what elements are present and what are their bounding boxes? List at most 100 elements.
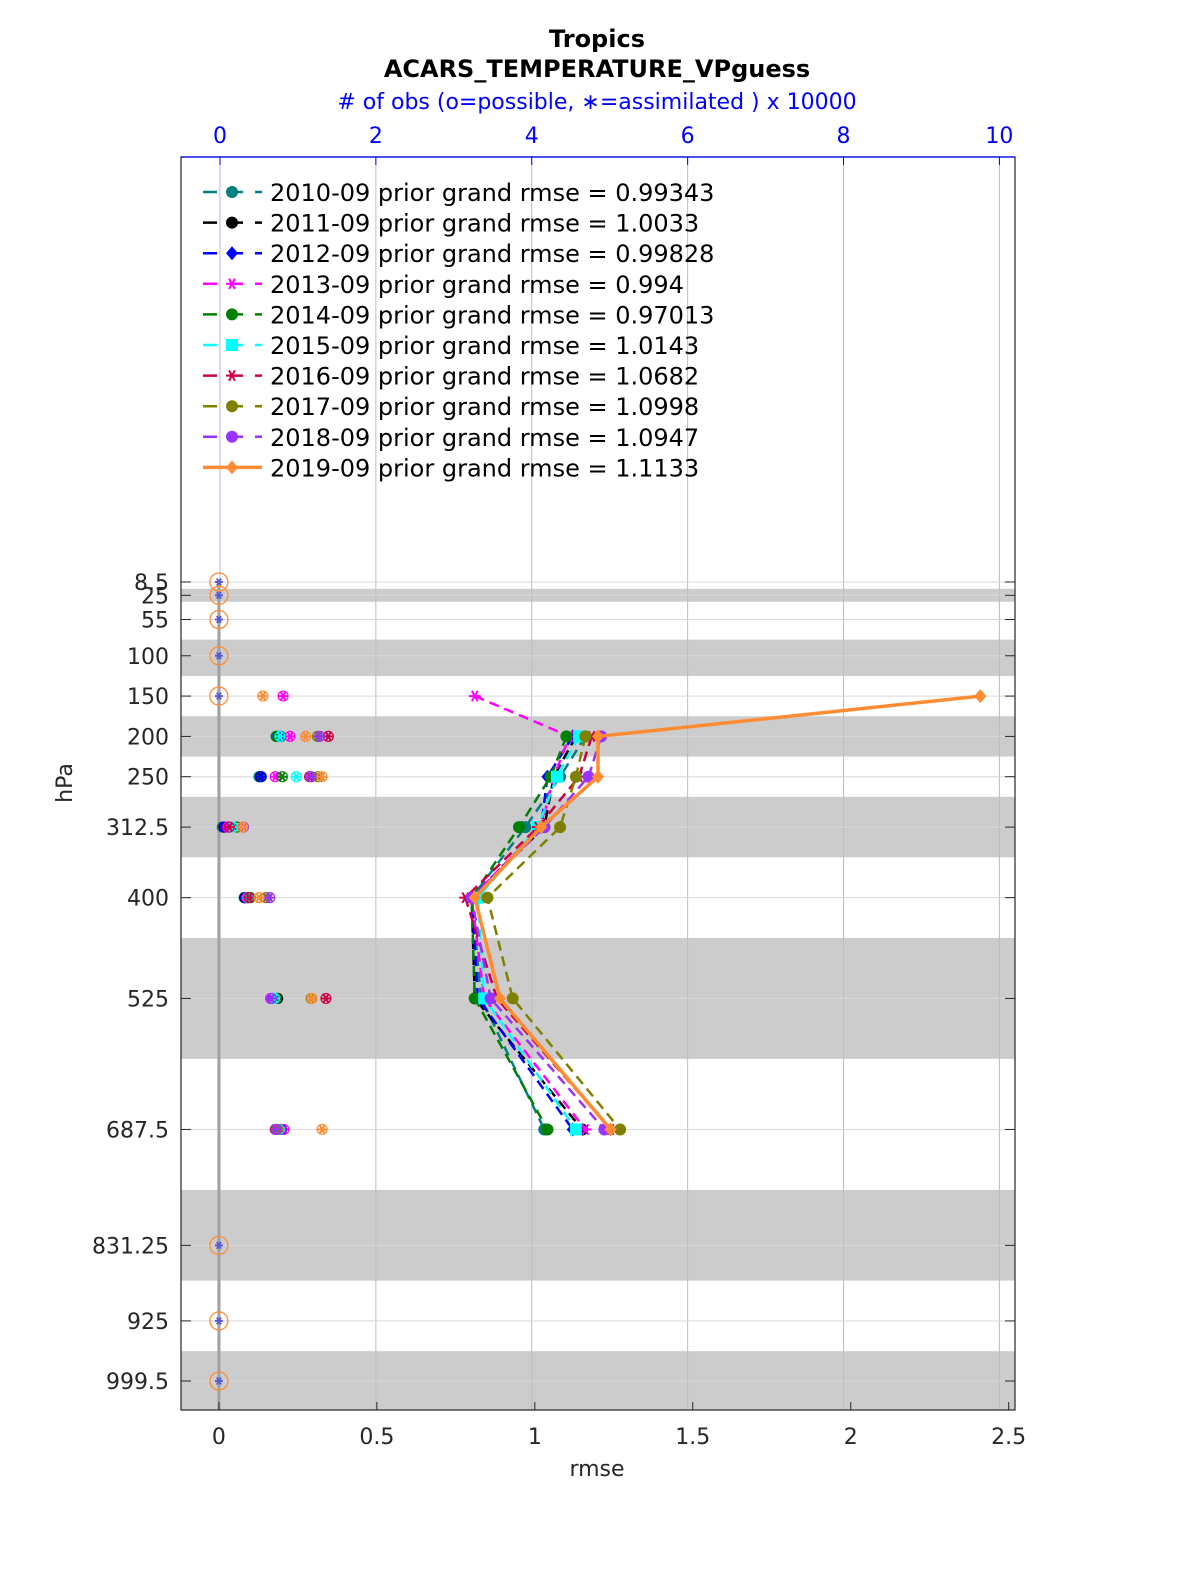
chart-title: Tropics — [549, 25, 645, 53]
obs-assimilated-6-2-arm — [225, 822, 233, 832]
rmse-point-5-1 — [550, 770, 563, 783]
obs-assimilated-5-1-arm — [292, 771, 300, 782]
top-tick-label-5: 10 — [985, 124, 1013, 149]
rmse-point-7-5 — [614, 1123, 627, 1136]
legend-marker-6-arm — [228, 369, 236, 382]
legend-label-3: 2013-09 prior grand rmse = 0.994 — [270, 271, 684, 299]
rmse-point-9-2 — [592, 769, 604, 784]
series-line-9 — [472, 694, 981, 1131]
legend-label-5: 2015-09 prior grand rmse = 1.0143 — [270, 332, 699, 360]
obs-assimilated-9-0-arm — [259, 691, 267, 701]
rmse-point-3-0-arm — [470, 690, 479, 702]
obs-assimilated-8-1 — [306, 771, 317, 782]
top-axis-label: # of obs (o=possible, ∗=assimilated ) x … — [337, 90, 856, 115]
top-tick-label-1: 2 — [369, 124, 383, 149]
obs-assimilated-6-2 — [224, 822, 235, 832]
rmse-point-9-6 — [604, 1122, 617, 1137]
zero-obs-circle-1 — [209, 585, 229, 605]
series-2 — [219, 729, 579, 1137]
y-tick-label-9: 525 — [127, 987, 169, 1012]
x-tick-label-0: 0 — [212, 1425, 226, 1450]
x-tick-label-5: 2.5 — [991, 1425, 1026, 1450]
obs-assimilated-6-0-arm — [324, 731, 332, 742]
obs-assimilated-9-6 — [317, 1124, 328, 1135]
rmse-point-3-6-arm — [581, 1123, 590, 1136]
series-9 — [236, 689, 987, 1137]
obs-assimilated-6-3 — [243, 892, 254, 903]
y-tick-label-2: 55 — [141, 608, 169, 633]
x-tick-label-1: 0.5 — [359, 1425, 394, 1450]
series-8 — [237, 730, 611, 1136]
rmse-point-7-3 — [481, 891, 494, 904]
legend-marker-9 — [226, 460, 238, 475]
y-tick-label-3: 100 — [127, 645, 169, 670]
series-line-8 — [470, 736, 606, 1131]
legend-entry-4: 2014-09 prior grand rmse = 0.97013 — [203, 301, 714, 329]
legend-marker-2 — [226, 246, 238, 261]
x-tick-label-4: 2 — [844, 1425, 858, 1450]
legend-marker-3-arm — [228, 278, 236, 290]
rmse-point-4-2 — [513, 821, 526, 834]
legend-label-9: 2019-09 prior grand rmse = 1.1133 — [270, 454, 699, 482]
obs-assimilated-6-4-arm — [322, 993, 330, 1004]
obs-assimilated-4-1-arm — [278, 771, 286, 782]
x-tick-label-2: 1 — [528, 1425, 542, 1450]
zero-obs-star-3-arm — [216, 651, 222, 660]
obs-assimilated-8-3-arm — [266, 892, 274, 903]
zero-obs-circle-6 — [209, 1311, 229, 1331]
legend-label-2: 2012-09 prior grand rmse = 0.99828 — [270, 240, 714, 268]
legend-marker-1 — [226, 216, 238, 229]
legend-entry-2: 2012-09 prior grand rmse = 0.99828 — [203, 240, 714, 268]
rmse-point-4-0 — [560, 730, 573, 743]
rmse-point-9-1 — [592, 729, 604, 744]
legend-entry-1: 2011-09 prior grand rmse = 1.0033 — [203, 210, 699, 238]
obs-assimilated-8-0-arm — [316, 731, 324, 742]
zero-obs-star-0 — [214, 578, 223, 586]
obs-assimilated-9-0 — [257, 691, 268, 701]
rmse-point-7-2 — [554, 821, 567, 834]
y-tick-label-13: 999.5 — [106, 1370, 169, 1395]
zero-obs-circle-5 — [209, 1235, 229, 1255]
obs-assimilated-3-1 — [285, 731, 296, 742]
legend-entry-3: 2013-09 prior grand rmse = 0.994 — [203, 271, 684, 299]
series-line-0 — [470, 735, 587, 1130]
obs-assimilated-8-5-arm — [272, 1124, 280, 1135]
obs-assimilated-9-2-arm — [318, 771, 326, 782]
legend-label-6: 2016-09 prior grand rmse = 1.0682 — [270, 363, 699, 391]
legend-marker-7 — [226, 400, 238, 413]
obs-assimilated-9-3-arm — [239, 822, 246, 832]
zero-obs-circle-0 — [209, 572, 229, 592]
legend-entry-6: 2016-09 prior grand rmse = 1.0682 — [203, 363, 699, 391]
obs-assimilated-2-1 — [256, 771, 267, 782]
legend-label-7: 2017-09 prior grand rmse = 1.0998 — [270, 393, 699, 421]
obs-assimilated-6-3-arm — [245, 892, 253, 903]
obs-assimilated-6-4 — [320, 993, 331, 1004]
obs-assimilated-9-1 — [300, 731, 311, 742]
plot-area — [209, 572, 987, 1391]
obs-assimilated-8-0 — [314, 731, 325, 742]
legend-label-4: 2014-09 prior grand rmse = 0.97013 — [270, 301, 714, 329]
rmse-point-4-4 — [468, 992, 481, 1005]
zero-obs-circle-4 — [209, 686, 229, 706]
obs-assimilated-9-5 — [306, 993, 317, 1004]
series-6 — [223, 730, 617, 1136]
obs-assimilated-9-4 — [253, 892, 264, 903]
obs-assimilated-3-0 — [278, 691, 289, 701]
zero-obs-star-0-arm — [216, 578, 222, 586]
obs-assimilated-5-0-arm — [276, 731, 284, 742]
grid-lines — [181, 157, 1015, 1410]
zero-obs-star-6-arm — [216, 1316, 222, 1325]
top-tick-label-2: 4 — [525, 124, 539, 149]
legend-label-0: 2010-09 prior grand rmse = 0.99343 — [270, 179, 714, 207]
rmse-point-7-4 — [506, 992, 519, 1005]
y-tick-label-8: 400 — [127, 887, 169, 912]
zero-obs-star-4 — [214, 692, 223, 701]
zero-obs-markers — [209, 572, 229, 1391]
obs-assimilated-5-0 — [274, 731, 285, 742]
gray-band-1 — [181, 639, 1015, 676]
y-tick-label-0: 8.5 — [134, 571, 169, 596]
y-tick-label-6: 250 — [127, 766, 169, 791]
series-line-2 — [470, 735, 574, 1131]
